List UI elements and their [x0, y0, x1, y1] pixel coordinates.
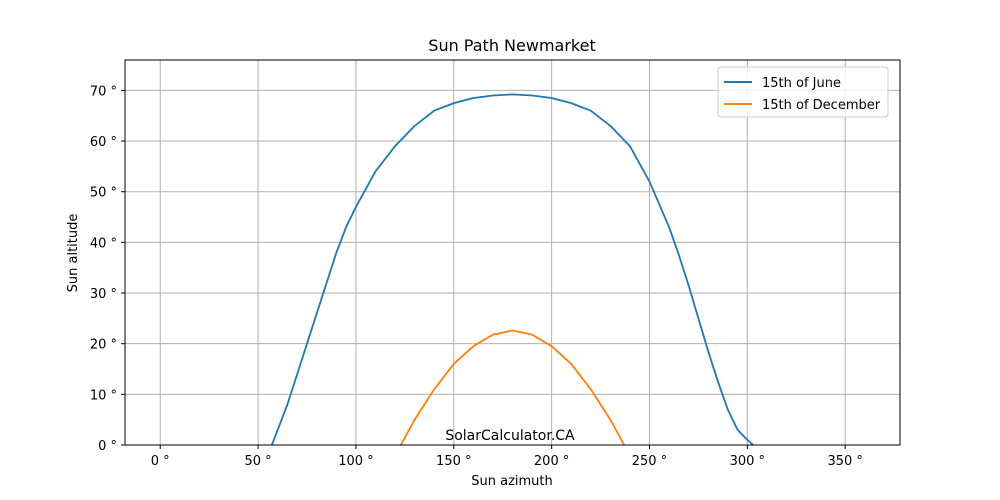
- watermark-annotation: SolarCalculator.CA: [445, 428, 575, 444]
- x-tick-label: 350 °: [827, 454, 862, 469]
- series-line-1: [400, 329, 625, 446]
- y-tick-label: 50 °: [90, 186, 117, 201]
- series-layer: [270, 93, 754, 446]
- x-axis-label: Sun azimuth: [471, 474, 553, 489]
- plot-frame: [124, 59, 901, 446]
- x-tick-label: 250 °: [632, 454, 667, 469]
- x-tick-label: 100 °: [338, 454, 373, 469]
- series-line-0: [270, 93, 754, 446]
- x-tick-label: 200 °: [534, 454, 569, 469]
- y-tick-label: 60 °: [90, 135, 117, 150]
- x-tick-label: 150 °: [436, 454, 471, 469]
- y-axis-label: Sun altitude: [66, 214, 81, 293]
- y-tick-label: 30 °: [90, 287, 117, 302]
- legend-label: 15th of December: [762, 98, 881, 113]
- grid-lines: [125, 60, 900, 446]
- y-tick-label: 70 °: [90, 84, 117, 99]
- chart-title: Sun Path Newmarket: [428, 36, 595, 55]
- y-tick-label: 20 °: [90, 338, 117, 353]
- legend-box: [717, 66, 889, 118]
- legend-label: 15th of June: [762, 76, 841, 91]
- y-tick-label: 0 °: [98, 439, 117, 454]
- x-ticks: 0 ° 50 ° 100 ° 150 ° 200 ° 250 ° 300 ° 350 °: [151, 445, 863, 469]
- x-tick-label: 0 °: [151, 454, 170, 469]
- y-tick-label: 40 °: [90, 236, 117, 251]
- y-tick-label: 10 °: [90, 388, 117, 403]
- legend: 15th of June 15th of December: [717, 66, 889, 118]
- y-ticks: 0 ° 10 ° 20 ° 30 ° 40 ° 50 ° 60 ° 70 °: [90, 84, 125, 454]
- x-tick-label: 300 °: [730, 454, 765, 469]
- x-tick-label: 50 °: [244, 454, 271, 469]
